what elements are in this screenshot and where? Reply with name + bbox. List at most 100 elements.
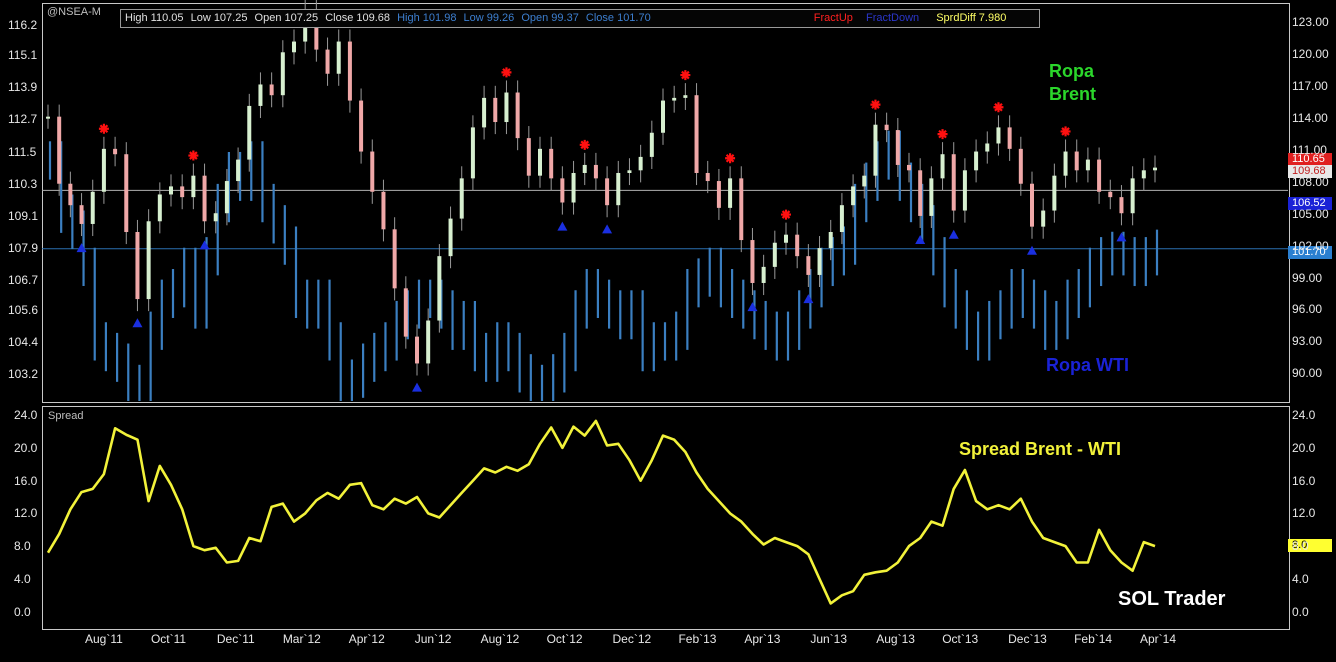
brent-candle-body — [851, 186, 856, 206]
brent-candle-body — [146, 221, 151, 300]
brent-candle-body — [359, 100, 364, 152]
fractal-down-marker — [557, 221, 568, 231]
symbol-label: @NSEA-M — [47, 6, 101, 18]
y-tick-left: 105.6 — [8, 302, 39, 317]
brent-candle-body — [213, 213, 218, 222]
brent-candle-body — [1097, 159, 1102, 192]
x-axis-label: Apr`14 — [1140, 632, 1177, 646]
y-tick-left: 113.9 — [8, 80, 38, 95]
brent-candle-body — [616, 172, 621, 206]
y-tick-right: 99.00 — [1292, 270, 1323, 285]
y-tick-right: 120.00 — [1292, 47, 1329, 62]
y-tick-left: 103.2 — [8, 367, 39, 382]
brent-candle-body — [392, 229, 397, 289]
x-axis-label: Jun`13 — [810, 632, 848, 646]
y-tick-left: 107.9 — [8, 241, 39, 256]
brent-candle-body — [761, 266, 766, 283]
brent-candle-body — [426, 320, 431, 364]
spread-y-tick-right: 8.0 — [1292, 539, 1309, 554]
y-tick-right: 108.00 — [1292, 174, 1329, 189]
x-axis-label: Aug`11 — [85, 632, 123, 646]
brent-candle-body — [135, 232, 140, 300]
brent-candle-body — [280, 52, 285, 96]
fractal-up-marker — [1060, 126, 1071, 137]
brent-candle-body — [46, 116, 50, 119]
brent-candle-body — [370, 151, 375, 192]
brent-candle-body — [1030, 183, 1034, 227]
brent-candle-body — [1041, 210, 1046, 227]
x-axis-label: Oct`13 — [942, 632, 979, 646]
fractal-down-marker — [915, 235, 926, 245]
spread-annotation: Spread Brent - WTI — [959, 439, 1122, 459]
brent-candle-body — [504, 92, 509, 123]
brent-candle-body — [795, 234, 800, 257]
brent-candle-body — [605, 178, 610, 206]
brent-candle-body — [638, 156, 643, 171]
fractal-down-marker — [803, 294, 814, 304]
brent-candle-body — [415, 336, 419, 364]
brent-candle-body — [157, 194, 162, 222]
spread-y-tick-left: 20.0 — [14, 440, 38, 455]
x-axis-label: Oct`12 — [546, 632, 583, 646]
fractal-up-marker — [98, 123, 109, 134]
wti-high: High 101.98 — [397, 12, 457, 24]
brent-candle-body — [1063, 151, 1068, 176]
brent-candle-body — [974, 151, 979, 171]
x-axis-label: Apr`13 — [744, 632, 781, 646]
spread-y-tick-right: 16.0 — [1292, 473, 1316, 488]
brent-candle-body — [862, 175, 867, 187]
brent-candle-body — [459, 178, 464, 219]
brent-candle-body — [593, 164, 598, 179]
brent-candle-body — [996, 127, 1001, 144]
brent-candle-body — [1085, 159, 1090, 171]
brent-candle-body — [1153, 167, 1157, 171]
brent-candle-body — [1108, 191, 1113, 198]
brent-annotation-line1: Ropa — [1049, 61, 1094, 81]
spread-y-tick-right: 24.0 — [1292, 408, 1316, 423]
brent-candle-body — [784, 234, 788, 243]
fract-down-tag: 106.52 — [1288, 197, 1332, 210]
brent-close: Close 109.68 — [325, 12, 391, 24]
brent-open: Open 107.25 — [254, 12, 319, 24]
brent-candle-body — [101, 148, 106, 192]
wti-annotation: Ropa WTI — [1046, 355, 1129, 375]
brent-candle-body — [57, 116, 62, 184]
brent-candle-body — [381, 191, 386, 230]
fractal-up-marker — [993, 102, 1004, 113]
fractal-up-marker — [680, 70, 691, 81]
brent-candle-body — [448, 218, 453, 257]
brent-candle-body — [191, 175, 196, 198]
spread-chart-panel[interactable] — [42, 406, 1290, 630]
brent-candle-body — [68, 183, 73, 206]
fract-down-legend: FractDown — [865, 12, 920, 24]
spread-y-tick-right: 0.0 — [1292, 604, 1309, 619]
spread-y-tick-right: 4.0 — [1292, 571, 1309, 586]
x-axis-label: Dec`13 — [1008, 632, 1047, 646]
fractal-up-marker — [870, 99, 881, 110]
brent-candle-body — [314, 9, 319, 50]
brent-candle-body — [817, 248, 822, 275]
y-tick-right: 93.00 — [1292, 334, 1323, 349]
y-tick-right: 102.00 — [1292, 238, 1329, 253]
spread-line — [46, 419, 1156, 605]
y-tick-left: 112.7 — [8, 112, 38, 127]
x-axis-label: Dec`12 — [612, 632, 652, 646]
fractal-down-marker — [132, 318, 143, 328]
brent-candle-body — [985, 143, 990, 152]
x-axis-label: Aug`12 — [480, 632, 520, 646]
brent-candle-body — [79, 205, 84, 224]
brent-candle-body — [169, 186, 173, 195]
y-tick-left: 104.4 — [8, 334, 39, 349]
brent-candle-body — [716, 181, 721, 208]
brent-candle-body — [739, 178, 744, 241]
fract-up-legend: FractUp — [813, 12, 853, 24]
spread-panel-title: Spread — [48, 410, 84, 422]
brent-candle-body — [672, 97, 677, 101]
brent-candle-body — [895, 130, 900, 165]
brent-candle-body — [325, 49, 330, 74]
spread-y-tick-left: 24.0 — [14, 408, 38, 423]
fractal-down-marker — [199, 240, 210, 250]
brent-candle-body — [336, 41, 341, 74]
fractal-down-marker — [76, 243, 87, 253]
brent-candle-body — [918, 170, 923, 216]
